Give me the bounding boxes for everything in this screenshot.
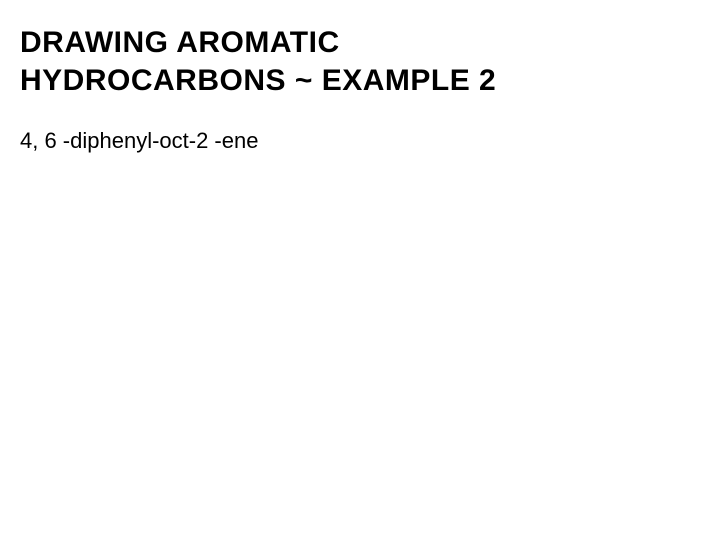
slide-title: DRAWING AROMATIC HYDROCARBONS ~ EXAMPLE … [20,24,700,99]
title-line-2: HYDROCARBONS ~ EXAMPLE 2 [20,64,496,97]
compound-name: 4, 6 -diphenyl-oct-2 -ene [20,127,700,156]
title-line-1: DRAWING AROMATIC [20,26,340,59]
